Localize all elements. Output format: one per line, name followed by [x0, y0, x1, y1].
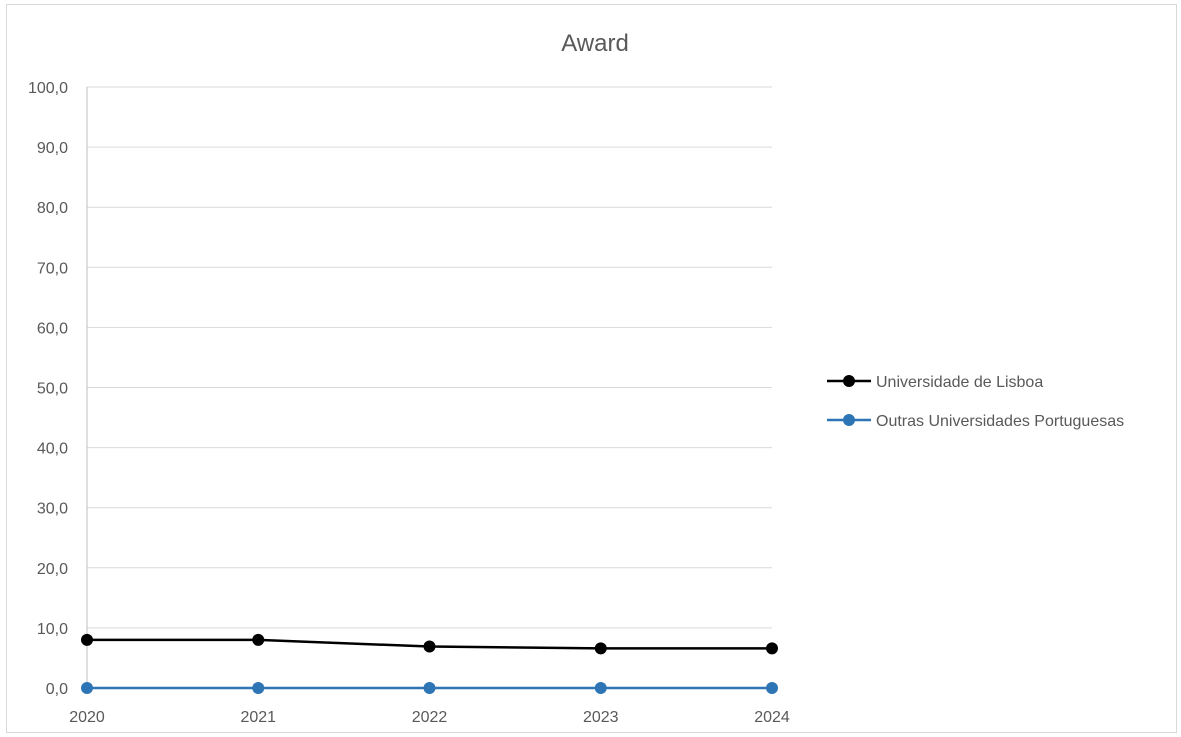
x-tick-label: 2023 — [583, 709, 619, 726]
y-tick-label: 10,0 — [37, 621, 68, 638]
y-tick-label: 0,0 — [46, 681, 68, 698]
y-tick-label: 30,0 — [37, 501, 68, 518]
gridlines — [87, 87, 772, 628]
x-tick-label: 2022 — [412, 709, 448, 726]
chart-title: Award — [561, 30, 629, 57]
y-tick-label: 90,0 — [37, 140, 68, 157]
x-tick-label: 2021 — [240, 709, 276, 726]
x-tick-label: 2020 — [69, 709, 105, 726]
legend-label: Universidade de Lisboa — [876, 374, 1043, 391]
legend-swatch-marker — [843, 375, 855, 387]
y-tick-label: 70,0 — [37, 260, 68, 277]
series-layer — [81, 634, 778, 694]
y-axis-tick-labels: 0,0 10,0 20,0 30,0 40,0 50,0 60,0 70,0 80,0 90,0 1… — [28, 80, 68, 698]
legend-label: Outras Universidades Portuguesas — [876, 413, 1124, 430]
data-point — [424, 682, 436, 694]
data-point — [766, 642, 778, 654]
y-tick-label: 80,0 — [37, 200, 68, 217]
data-point — [252, 682, 264, 694]
y-tick-label: 100,0 — [28, 80, 68, 97]
x-tick-label: 2024 — [754, 709, 790, 726]
data-point — [595, 682, 607, 694]
data-point — [81, 634, 93, 646]
x-axis-tick-labels: 2020 2021 2022 2023 2024 — [69, 709, 790, 726]
data-point — [424, 641, 436, 653]
legend-swatch-marker — [843, 414, 855, 426]
data-point — [595, 642, 607, 654]
y-tick-label: 60,0 — [37, 320, 68, 337]
data-point — [766, 682, 778, 694]
y-tick-label: 20,0 — [37, 561, 68, 578]
y-tick-label: 50,0 — [37, 381, 68, 398]
series-2 — [81, 682, 778, 694]
series-1 — [81, 634, 778, 654]
legend-entry: Outras Universidades Portuguesas — [827, 413, 1124, 430]
legend-entry: Universidade de Lisboa — [827, 374, 1043, 391]
y-tick-label: 40,0 — [37, 441, 68, 458]
data-point — [252, 634, 264, 646]
legend: Universidade de Lisboa Outras Universidad… — [827, 374, 1124, 430]
data-point — [81, 682, 93, 694]
